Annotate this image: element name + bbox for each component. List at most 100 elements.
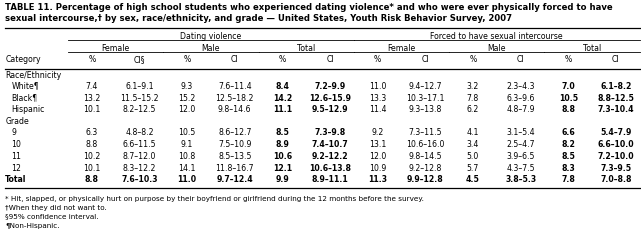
Text: 9.8–14.6: 9.8–14.6: [218, 105, 251, 114]
Text: 7.4: 7.4: [86, 82, 98, 91]
Text: 11.8–16.7: 11.8–16.7: [215, 164, 254, 173]
Text: 6.1–8.2: 6.1–8.2: [600, 82, 631, 91]
Text: 8.9–11.1: 8.9–11.1: [312, 175, 348, 184]
Text: 10.5: 10.5: [178, 128, 196, 137]
Text: †When they did not want to.: †When they did not want to.: [5, 205, 107, 211]
Text: Dating violence: Dating violence: [180, 32, 242, 41]
Text: 11.0: 11.0: [178, 175, 197, 184]
Text: 10.2: 10.2: [83, 152, 101, 161]
Text: White¶: White¶: [12, 82, 39, 91]
Text: 8.8: 8.8: [86, 140, 98, 149]
Text: 9.8–14.5: 9.8–14.5: [408, 152, 442, 161]
Text: 8.7–12.0: 8.7–12.0: [122, 152, 156, 161]
Text: 9.2–12.8: 9.2–12.8: [408, 164, 442, 173]
Text: 7.3–9.5: 7.3–9.5: [601, 164, 631, 173]
Text: 3.1–5.4: 3.1–5.4: [506, 128, 535, 137]
Text: 13.1: 13.1: [369, 140, 387, 149]
Text: %: %: [279, 55, 286, 64]
Text: Female: Female: [387, 44, 415, 53]
Text: 11: 11: [12, 152, 22, 161]
Text: 8.3: 8.3: [562, 164, 575, 173]
Text: 9.3: 9.3: [181, 82, 193, 91]
Text: %: %: [565, 55, 572, 64]
Text: 4.3–7.5: 4.3–7.5: [506, 164, 535, 173]
Text: Grade: Grade: [5, 117, 29, 126]
Text: %: %: [183, 55, 190, 64]
Text: 11.4: 11.4: [369, 105, 387, 114]
Text: 3.8–5.3: 3.8–5.3: [505, 175, 536, 184]
Text: 6.2: 6.2: [467, 105, 479, 114]
Text: 15.2: 15.2: [178, 94, 196, 103]
Text: 11.0: 11.0: [369, 82, 387, 91]
Text: 12.0: 12.0: [369, 152, 387, 161]
Text: 6.3–9.6: 6.3–9.6: [506, 94, 535, 103]
Text: Female: Female: [101, 44, 129, 53]
Text: 6.6–10.0: 6.6–10.0: [597, 140, 634, 149]
Text: 14.2: 14.2: [272, 94, 292, 103]
Text: 4.8–7.9: 4.8–7.9: [506, 105, 535, 114]
Text: 10.6–16.0: 10.6–16.0: [406, 140, 444, 149]
Text: 12.6–15.9: 12.6–15.9: [309, 94, 351, 103]
Text: 7.3–9.8: 7.3–9.8: [314, 128, 345, 137]
Text: 3.4: 3.4: [467, 140, 479, 149]
Text: 8.5: 8.5: [562, 152, 575, 161]
Text: CI: CI: [422, 55, 429, 64]
Text: 10.6: 10.6: [273, 152, 292, 161]
Text: 7.2–9.9: 7.2–9.9: [314, 82, 345, 91]
Text: 11.5–15.2: 11.5–15.2: [120, 94, 159, 103]
Text: 8.2–12.5: 8.2–12.5: [122, 105, 156, 114]
Text: 7.2–10.0: 7.2–10.0: [597, 152, 634, 161]
Text: 8.6–12.7: 8.6–12.7: [218, 128, 251, 137]
Text: 9.4–12.7: 9.4–12.7: [408, 82, 442, 91]
Text: TABLE 11. Percentage of high school students who experienced dating violence* an: TABLE 11. Percentage of high school stud…: [5, 3, 613, 12]
Text: 4.1: 4.1: [467, 128, 479, 137]
Text: 9.2–12.2: 9.2–12.2: [312, 152, 348, 161]
Text: 7.8: 7.8: [562, 175, 575, 184]
Text: 9.5–12.9: 9.5–12.9: [312, 105, 348, 114]
Text: 10.6–13.8: 10.6–13.8: [309, 164, 351, 173]
Text: 7.0: 7.0: [562, 82, 575, 91]
Text: 6.3: 6.3: [86, 128, 98, 137]
Text: 9.1: 9.1: [181, 140, 193, 149]
Text: 8.8–12.5: 8.8–12.5: [597, 94, 635, 103]
Text: %: %: [374, 55, 381, 64]
Text: 11.1: 11.1: [273, 105, 292, 114]
Text: 6.6–11.5: 6.6–11.5: [122, 140, 156, 149]
Text: CI: CI: [612, 55, 620, 64]
Text: 3.9–6.5: 3.9–6.5: [506, 152, 535, 161]
Text: Total: Total: [5, 175, 27, 184]
Text: 3.2: 3.2: [467, 82, 479, 91]
Text: 10.9: 10.9: [369, 164, 387, 173]
Text: 4.5: 4.5: [466, 175, 480, 184]
Text: 5.7: 5.7: [467, 164, 479, 173]
Text: 8.5: 8.5: [276, 128, 289, 137]
Text: 11.3: 11.3: [368, 175, 387, 184]
Text: Male: Male: [488, 44, 506, 53]
Text: 8.8: 8.8: [562, 105, 575, 114]
Text: 7.6–10.3: 7.6–10.3: [121, 175, 158, 184]
Text: sexual intercourse,† by sex, race/ethnicity, and grade — United States, Youth Ri: sexual intercourse,† by sex, race/ethnic…: [5, 14, 512, 23]
Text: 8.9: 8.9: [276, 140, 289, 149]
Text: 7.6–11.4: 7.6–11.4: [218, 82, 251, 91]
Text: 10: 10: [12, 140, 21, 149]
Text: 8.5–13.5: 8.5–13.5: [218, 152, 251, 161]
Text: CI: CI: [326, 55, 334, 64]
Text: 9.9–12.8: 9.9–12.8: [407, 175, 444, 184]
Text: Black¶: Black¶: [12, 94, 38, 103]
Text: Total: Total: [297, 44, 315, 53]
Text: CI: CI: [517, 55, 524, 64]
Text: 5.0: 5.0: [467, 152, 479, 161]
Text: 12: 12: [12, 164, 21, 173]
Text: 7.3–11.5: 7.3–11.5: [408, 128, 442, 137]
Text: 8.8: 8.8: [85, 175, 99, 184]
Text: 6.6: 6.6: [562, 128, 575, 137]
Text: CI: CI: [231, 55, 238, 64]
Text: %: %: [88, 55, 96, 64]
Text: 8.2: 8.2: [562, 140, 575, 149]
Text: 10.3–17.1: 10.3–17.1: [406, 94, 445, 103]
Text: 2.3–4.3: 2.3–4.3: [506, 82, 535, 91]
Text: ¶Non-Hispanic.: ¶Non-Hispanic.: [5, 223, 60, 229]
Text: 9.3–13.8: 9.3–13.8: [408, 105, 442, 114]
Text: 7.3–10.4: 7.3–10.4: [597, 105, 634, 114]
Text: 12.0: 12.0: [178, 105, 196, 114]
